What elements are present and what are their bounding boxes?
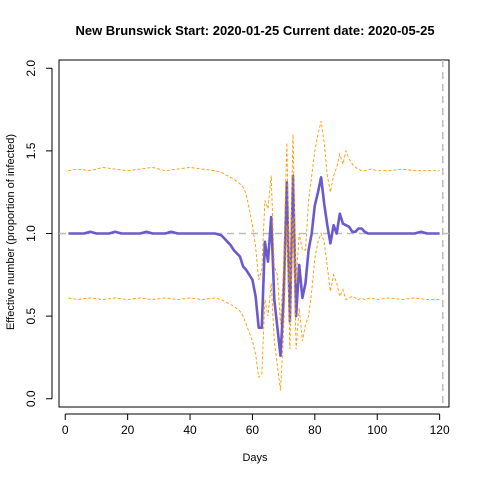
chart-title: New Brunswick Start: 2020-01-25 Current … [75,23,434,38]
y-tick-label: 0.5 [24,307,38,324]
y-axis-label: Effective number (proportion of infected… [5,134,17,330]
x-tick-label: 60 [246,423,260,437]
y-tick-label: 2.0 [24,60,38,77]
y-tick-label: 0.0 [24,390,38,407]
x-tick-label: 40 [183,423,197,437]
plot-area: 0 20 40 60 80 100 120 0.0 0.5 1.0 1.5 2.0 [24,60,450,437]
x-tick-label: 120 [430,423,450,437]
y-tick-label: 1.5 [24,142,38,159]
x-tick-label: 80 [308,423,322,437]
median-line [68,176,439,356]
x-tick-label: 0 [62,423,69,437]
x-tick-label: 20 [121,423,135,437]
x-axis-label: Days [242,452,268,464]
x-tick-label: 100 [367,423,387,437]
lower-bound-line [68,217,439,391]
y-tick-label: 1.0 [24,225,38,242]
